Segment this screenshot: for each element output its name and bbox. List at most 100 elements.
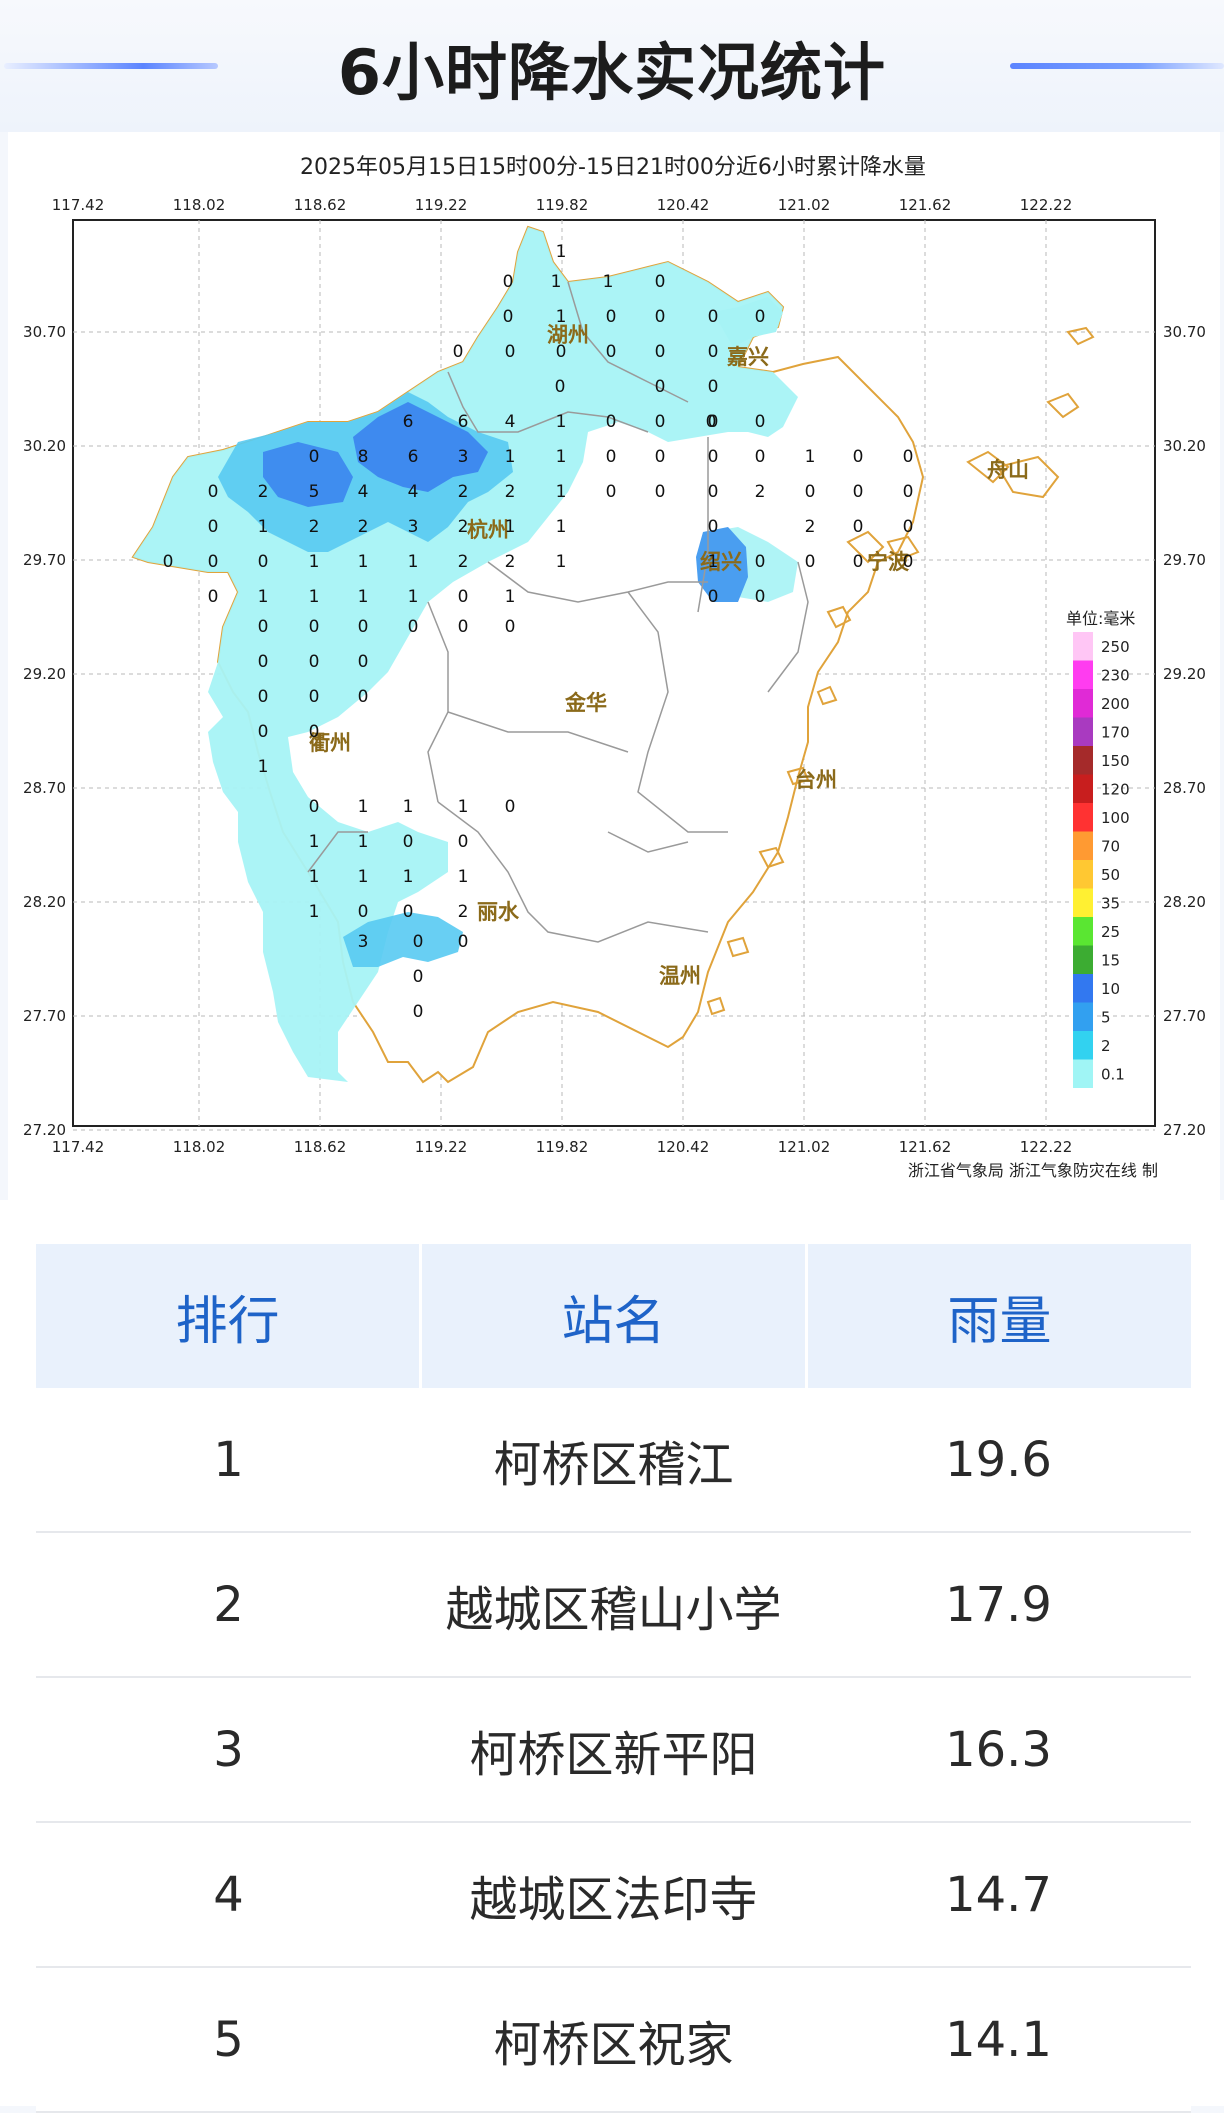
station-value: 0 bbox=[163, 552, 174, 572]
lon-tick-label-bottom: 122.22 bbox=[1020, 1138, 1073, 1156]
station-value: 2 bbox=[805, 517, 816, 537]
map-caption: 2025年05月15日15时00分-15日21时00分近6小时累计降水量 bbox=[300, 155, 926, 180]
title-decoration-left bbox=[4, 63, 218, 69]
station-value: 4 bbox=[505, 412, 516, 432]
station-value: 0 bbox=[403, 902, 414, 922]
station-value: 0 bbox=[606, 412, 617, 432]
station-value: 1 bbox=[805, 447, 816, 467]
lat-tick-label-right: 28.20 bbox=[1163, 893, 1206, 911]
station-value: 3 bbox=[458, 447, 469, 467]
legend-swatch bbox=[1073, 1031, 1093, 1060]
station-value: 1 bbox=[458, 867, 469, 887]
legend-unit: 单位:毫米 bbox=[1066, 609, 1135, 628]
lat-tick-label-right: 30.70 bbox=[1163, 323, 1206, 341]
rain-area-medium-shaoxing bbox=[696, 527, 748, 602]
legend-swatch bbox=[1073, 888, 1093, 917]
station-value: 0 bbox=[708, 587, 719, 607]
station-value: 1 bbox=[551, 272, 562, 292]
lon-tick-label-top: 117.42 bbox=[52, 196, 105, 214]
station-value: 0 bbox=[408, 617, 419, 637]
table-row[interactable]: 3 柯桥区新平阳 16.3 bbox=[36, 1678, 1191, 1823]
station-value: 0 bbox=[755, 412, 766, 432]
legend-label: 100 bbox=[1101, 809, 1130, 827]
lat-tick-label-right: 29.70 bbox=[1163, 551, 1206, 569]
station-value: 0 bbox=[458, 617, 469, 637]
title-decoration-right bbox=[1010, 63, 1224, 69]
city-label: 舟山 bbox=[987, 458, 1029, 482]
cell-rainfall: 14.7 bbox=[945, 1866, 1052, 1923]
station-value: 0 bbox=[413, 1002, 424, 1022]
cell-station: 柯桥区祝家 bbox=[493, 2016, 734, 2073]
page-title: 6小时降水实况统计 bbox=[337, 36, 887, 109]
lon-tick-label-bottom: 118.02 bbox=[173, 1138, 226, 1156]
station-value: 0 bbox=[358, 617, 369, 637]
station-value: 1 bbox=[403, 797, 414, 817]
city-label: 宁波 bbox=[867, 550, 910, 574]
station-value: 0 bbox=[706, 412, 717, 432]
city-label: 杭州 bbox=[467, 518, 509, 542]
station-value: 2 bbox=[258, 482, 269, 502]
station-value: 0 bbox=[655, 482, 666, 502]
rainfall-ranking-table: 排行 站名 雨量 1 柯桥区稽江 19.6 2 越城区稽山小学 17.9 3 柯… bbox=[36, 1244, 1191, 2113]
station-value: 0 bbox=[708, 307, 719, 327]
legend-label: 15 bbox=[1101, 952, 1120, 970]
station-value: 0 bbox=[708, 482, 719, 502]
legend-swatch bbox=[1073, 831, 1093, 860]
table-row[interactable]: 2 越城区稽山小学 17.9 bbox=[36, 1533, 1191, 1678]
station-value: 1 bbox=[309, 902, 320, 922]
legend-swatch bbox=[1073, 803, 1093, 832]
station-value: 0 bbox=[258, 722, 269, 742]
cell-rank: 5 bbox=[213, 2011, 244, 2068]
station-value: 3 bbox=[408, 517, 419, 537]
station-value: 1 bbox=[505, 517, 516, 537]
station-value: 0 bbox=[503, 272, 514, 292]
legend-label: 10 bbox=[1101, 980, 1120, 998]
station-value: 0 bbox=[655, 272, 666, 292]
legend-swatch bbox=[1073, 1059, 1093, 1088]
legend-label: 25 bbox=[1101, 923, 1120, 941]
rain-area-light-east bbox=[713, 297, 783, 347]
station-value: 2 bbox=[505, 552, 516, 572]
cell-rank: 2 bbox=[213, 1576, 244, 1633]
cell-rainfall: 14.1 bbox=[945, 2011, 1052, 2068]
station-value: 0 bbox=[708, 447, 719, 467]
station-value: 0 bbox=[853, 447, 864, 467]
coastal-islands bbox=[706, 326, 1095, 1016]
precipitation-map-card[interactable]: 2025年05月15日15时00分-15日21时00分近6小时累计降水量 bbox=[8, 132, 1220, 1200]
station-value: 0 bbox=[503, 307, 514, 327]
station-value: 0 bbox=[505, 342, 516, 362]
lon-tick-label-bottom: 119.22 bbox=[415, 1138, 468, 1156]
legend-label: 200 bbox=[1101, 695, 1130, 713]
station-value: 1 bbox=[258, 517, 269, 537]
city-label: 台州 bbox=[795, 768, 837, 792]
legend-swatch bbox=[1073, 1002, 1093, 1031]
station-value: 0 bbox=[309, 722, 320, 742]
station-value: 1 bbox=[309, 587, 320, 607]
lon-tick-label-bottom: 117.42 bbox=[52, 1138, 105, 1156]
station-value: 0 bbox=[403, 832, 414, 852]
lon-tick-label-bottom: 120.42 bbox=[657, 1138, 710, 1156]
station-value: 0 bbox=[505, 797, 516, 817]
station-value: 2 bbox=[458, 902, 469, 922]
station-value: 2 bbox=[505, 482, 516, 502]
station-value: 0 bbox=[413, 967, 424, 987]
station-value: 0 bbox=[606, 447, 617, 467]
lat-tick-label-left: 29.70 bbox=[23, 551, 66, 569]
table-row[interactable]: 5 柯桥区祝家 14.1 bbox=[36, 1968, 1191, 2113]
cell-rank: 3 bbox=[213, 1721, 244, 1778]
table-row[interactable]: 4 越城区法印寺 14.7 bbox=[36, 1823, 1191, 1968]
station-value: 0 bbox=[655, 307, 666, 327]
station-value: 0 bbox=[903, 517, 914, 537]
legend-swatch bbox=[1073, 689, 1093, 718]
station-value: 0 bbox=[309, 447, 320, 467]
station-value: 0 bbox=[805, 482, 816, 502]
table-row[interactable]: 1 柯桥区稽江 19.6 bbox=[36, 1388, 1191, 1533]
station-value: 1 bbox=[358, 552, 369, 572]
legend-label: 70 bbox=[1101, 838, 1120, 856]
lon-tick-label-top: 121.02 bbox=[778, 196, 831, 214]
station-value: 0 bbox=[309, 797, 320, 817]
city-label: 绍兴 bbox=[700, 550, 742, 574]
station-value: 0 bbox=[606, 482, 617, 502]
station-value: 1 bbox=[556, 307, 567, 327]
